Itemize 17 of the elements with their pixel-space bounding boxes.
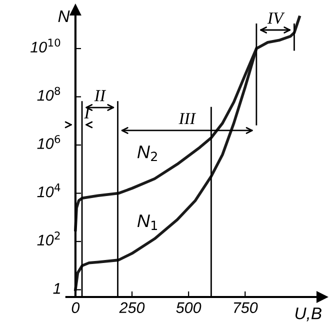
y-tick-label: 10$^{4}$ — [37, 183, 60, 198]
annotation: N$_{2}$ — [137, 146, 157, 162]
annotation: III — [178, 113, 196, 124]
y-tick-label: 10$^{2}$ — [37, 232, 60, 246]
x-tick-label: 750 — [234, 302, 258, 314]
x-tick-label: 500 — [176, 302, 202, 314]
y-tick-label: 10$^{10}$ — [30, 38, 60, 53]
x-tick-label: 250 — [119, 302, 145, 314]
x-tick-label: 0 — [72, 302, 80, 314]
annotation: N$_{1}$ — [137, 214, 158, 230]
y-tick-label: 10$^{6}$ — [37, 135, 60, 150]
y-axis-title: N — [58, 10, 70, 22]
y-tick-label: 10$^{8}$ — [37, 86, 60, 101]
y-tick-label: 1 — [53, 283, 60, 294]
annotation: IV — [267, 12, 285, 24]
annotation: II — [94, 90, 106, 102]
x-axis-title: U,B — [296, 308, 322, 322]
